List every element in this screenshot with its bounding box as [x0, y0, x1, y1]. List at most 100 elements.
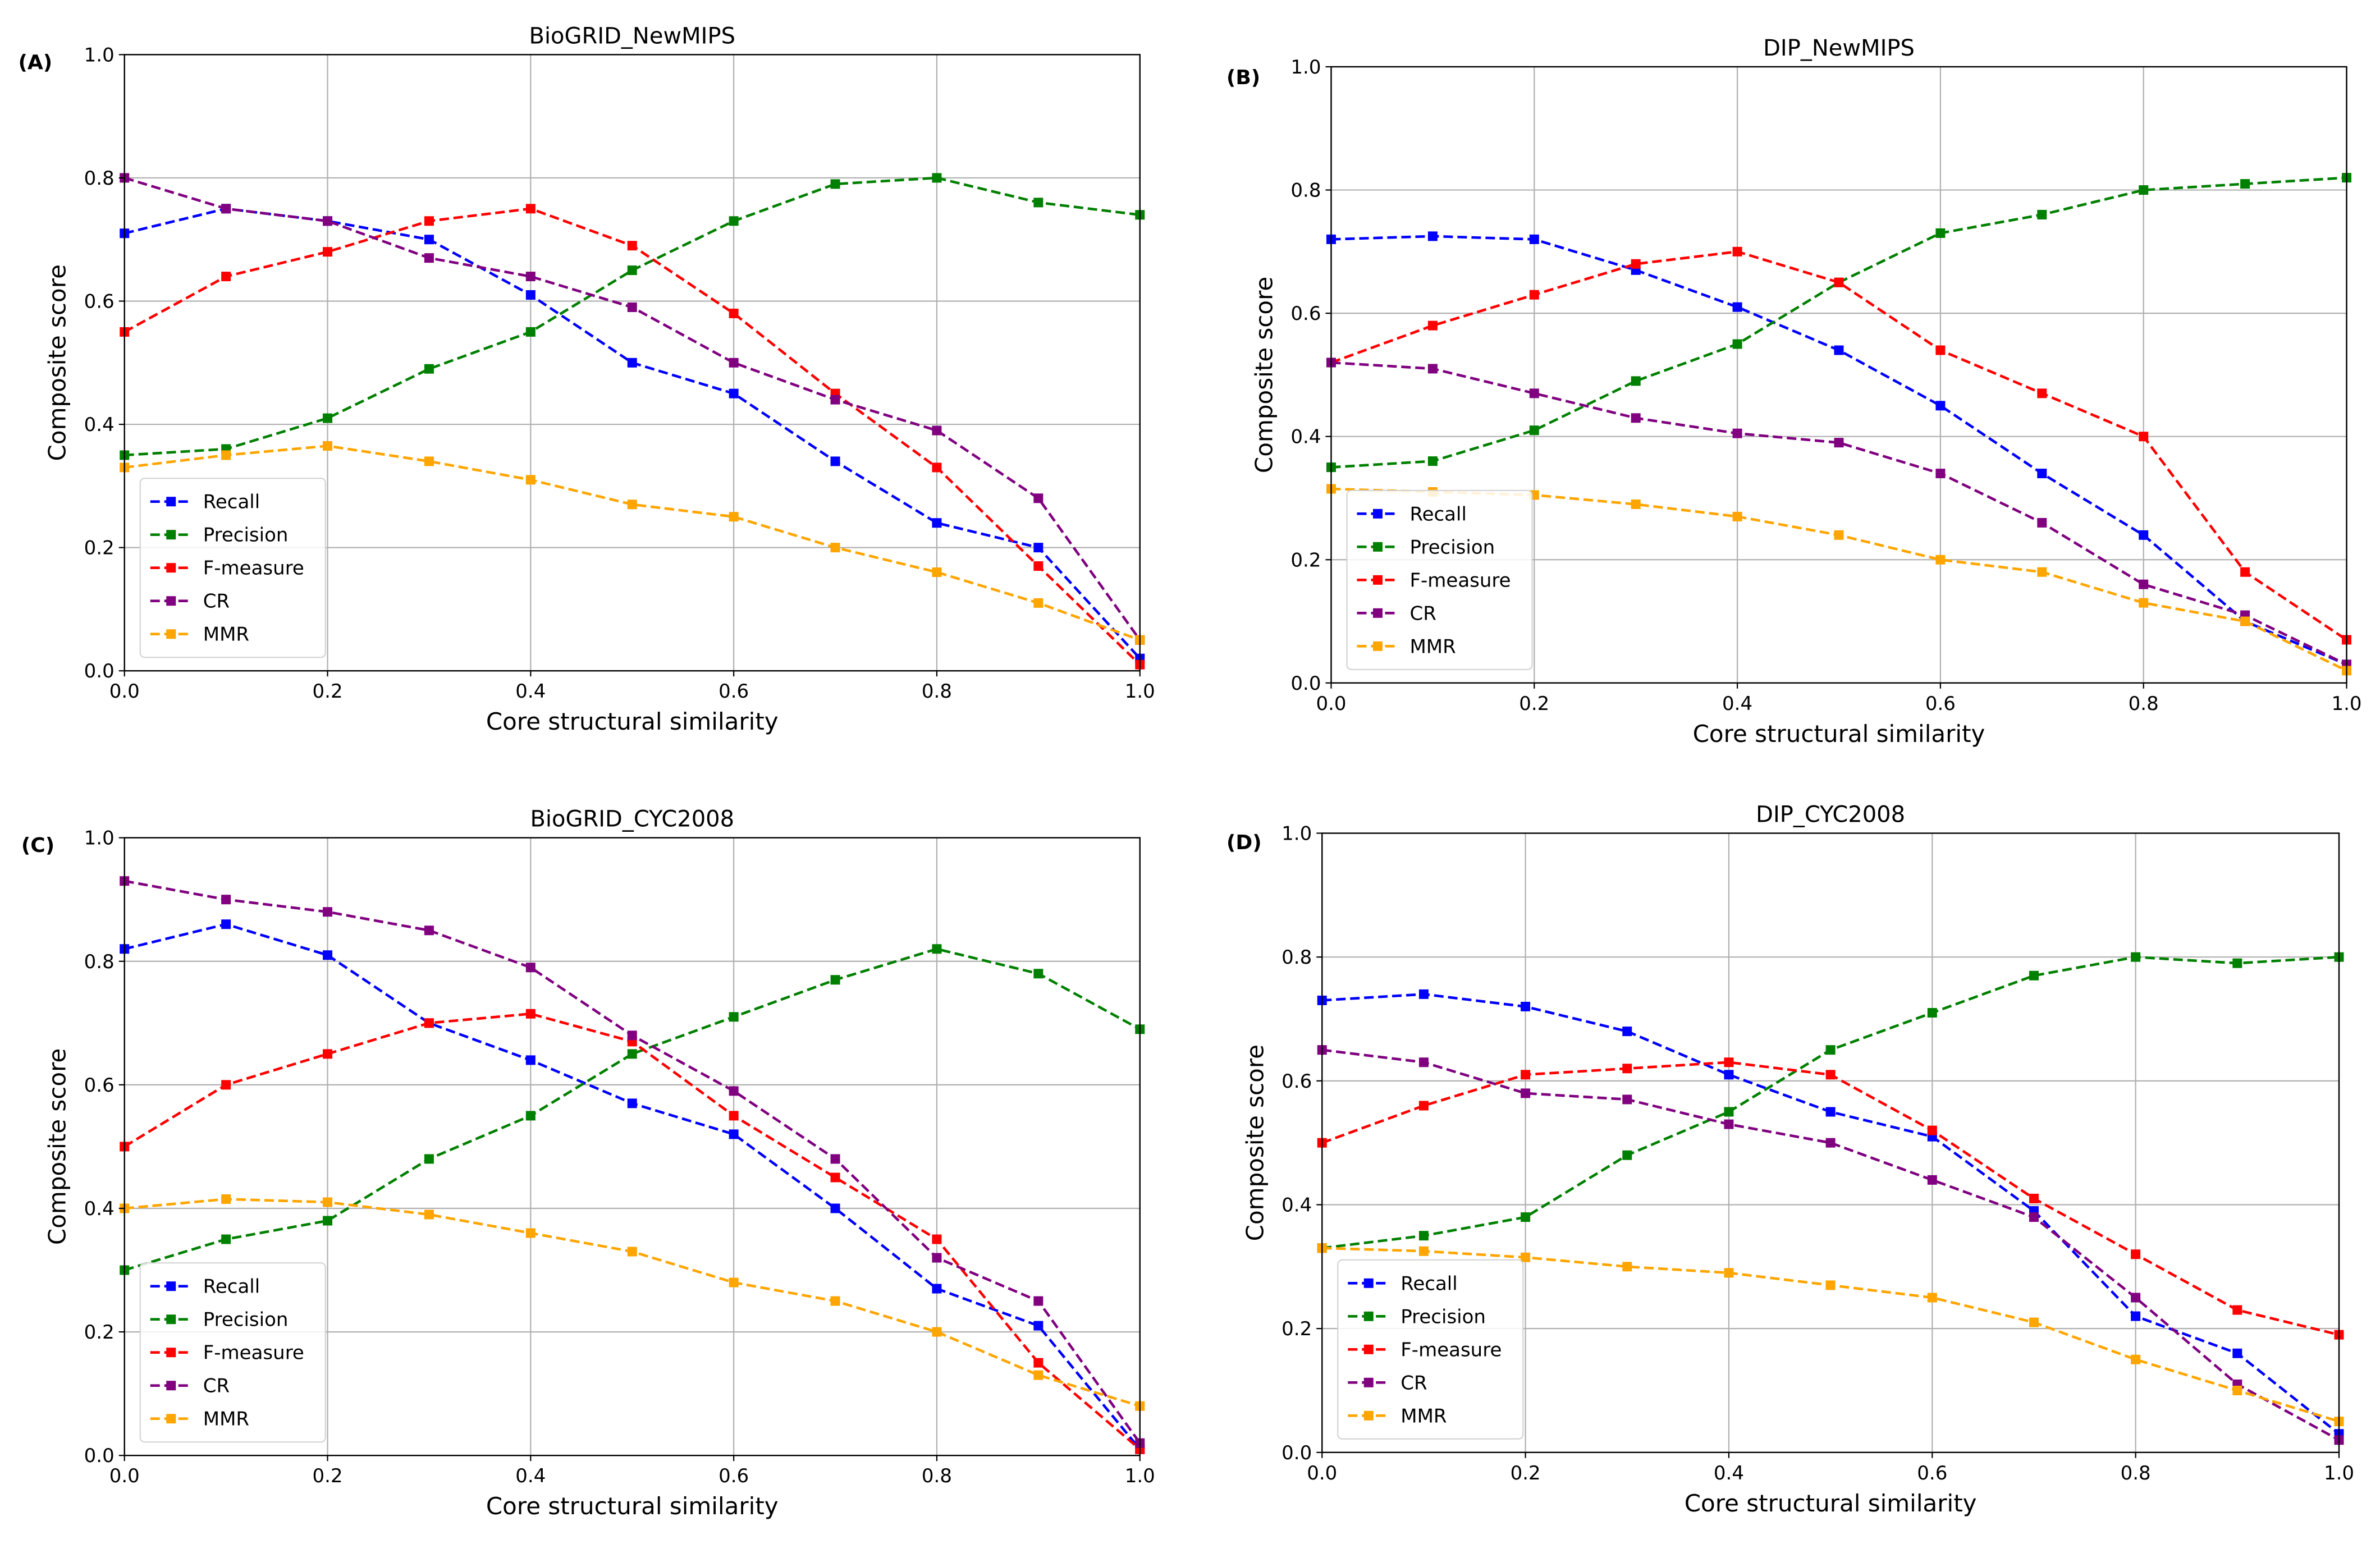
series-line-precision — [124, 947, 1141, 1272]
data-point — [323, 441, 333, 451]
data-point — [1622, 1064, 1632, 1074]
data-point — [1724, 1070, 1734, 1080]
data-point — [1427, 231, 1438, 241]
y-tick-label: 0.4 — [84, 1198, 115, 1220]
data-point — [1033, 493, 1043, 503]
data-point — [932, 1327, 942, 1337]
y-tick-label: 0.8 — [84, 951, 115, 973]
legend-marker — [1363, 1278, 1374, 1288]
data-point — [1033, 1296, 1043, 1306]
data-point — [1724, 1119, 1734, 1129]
x-tick-label: 1.0 — [1125, 1465, 1155, 1487]
data-point — [729, 216, 739, 226]
x-tick-label: 0.0 — [109, 1465, 140, 1487]
data-point — [932, 425, 942, 436]
y-tick-label: 0.2 — [1281, 1318, 1312, 1340]
data-point — [1825, 1045, 1836, 1055]
x-axis-label: Core structural similarity — [486, 708, 779, 735]
x-tick-label: 0.6 — [718, 680, 749, 703]
data-point — [627, 265, 637, 276]
data-point — [424, 1209, 434, 1220]
x-tick-label: 0.6 — [718, 1465, 749, 1487]
data-point — [1631, 413, 1641, 423]
x-tick-label: 0.6 — [1925, 693, 1956, 715]
legend-marker — [166, 1314, 176, 1325]
data-point — [2240, 616, 2250, 626]
data-point — [2037, 469, 2047, 479]
plot-frame — [1321, 832, 2340, 1454]
x-axis-label: Core structural similarity — [486, 1492, 779, 1520]
data-point — [323, 950, 333, 960]
data-point — [1631, 499, 1641, 509]
x-tick-label: 0.4 — [1722, 693, 1752, 715]
x-tick-label: 1.0 — [1125, 680, 1155, 703]
data-point — [1033, 598, 1043, 608]
chart-title: BioGRID_CYC2008 — [530, 807, 734, 832]
data-point — [1935, 345, 1946, 355]
data-point — [525, 272, 536, 282]
data-point — [323, 413, 333, 423]
data-point — [932, 1253, 942, 1263]
legend-marker — [166, 530, 176, 540]
data-point — [932, 462, 942, 473]
series-line-cr — [1331, 361, 2347, 666]
y-tick-label: 0.8 — [1281, 946, 1312, 969]
data-point — [1418, 1231, 1429, 1241]
data-point — [729, 358, 739, 368]
legend-label-recall: Recall — [203, 491, 260, 514]
data-point — [1033, 1370, 1043, 1380]
data-point — [830, 543, 840, 553]
legend: Recall Precision F-measure CR MMR — [1337, 1259, 1524, 1440]
legend-label-mmr: MMR — [203, 624, 249, 646]
legend-marker — [166, 497, 176, 507]
data-point — [2131, 1311, 2141, 1321]
x-tick-label: 1.0 — [2324, 1462, 2354, 1485]
data-point — [2232, 1348, 2242, 1358]
data-point — [323, 907, 333, 917]
x-tick-label: 0.8 — [922, 680, 952, 703]
data-point — [830, 179, 840, 189]
data-point — [2232, 1385, 2242, 1395]
data-point — [424, 235, 434, 245]
data-point — [2139, 579, 2149, 589]
data-point — [627, 241, 637, 251]
data-point — [2232, 1305, 2242, 1315]
data-point — [1521, 1252, 1531, 1262]
x-tick-label: 0.2 — [313, 680, 343, 703]
data-point — [729, 1277, 739, 1288]
chart-panel-3: 0.0 0.2 0.4 0.6 0.8 1.0 0.0 0.2 0.4 0.6 0.8 1.0 BioG… — [21, 807, 1155, 1520]
data-point — [525, 1009, 536, 1019]
data-point — [525, 1111, 536, 1121]
data-point — [1825, 1138, 1836, 1148]
data-point — [2131, 952, 2141, 962]
chart-panel-2: 0.0 0.2 0.4 0.6 0.8 1.0 0.0 0.2 0.4 0.6 0.8 1.0 DIP_… — [1226, 35, 2362, 748]
panel-letter: (D) — [1226, 831, 1262, 854]
legend-label-precision: Precision — [203, 524, 289, 547]
data-point — [830, 395, 840, 405]
data-point — [1927, 1175, 1937, 1185]
data-point — [1622, 1094, 1632, 1105]
data-point — [323, 1197, 333, 1207]
y-tick-label: 1.0 — [84, 44, 115, 66]
data-point — [323, 1049, 333, 1059]
data-point — [1732, 511, 1742, 521]
data-point — [424, 253, 434, 263]
data-point — [830, 456, 840, 466]
data-point — [729, 1086, 739, 1096]
data-point — [1927, 1007, 1937, 1018]
data-point — [627, 1098, 637, 1108]
data-point — [1724, 1107, 1734, 1117]
legend-label-cr: CR — [1409, 602, 1436, 625]
data-point — [1732, 428, 1742, 438]
chart-title: DIP_CYC2008 — [1756, 802, 1905, 828]
data-point — [1418, 1246, 1429, 1256]
legend-box — [139, 1262, 326, 1443]
y-tick-label: 0.6 — [1281, 1070, 1312, 1093]
data-point — [2139, 530, 2149, 540]
y-tick-label: 0.6 — [84, 290, 115, 313]
legend-marker — [166, 1348, 176, 1358]
data-point — [221, 1234, 231, 1244]
data-point — [525, 1055, 536, 1065]
data-point — [525, 1228, 536, 1238]
data-point — [1935, 555, 1946, 565]
